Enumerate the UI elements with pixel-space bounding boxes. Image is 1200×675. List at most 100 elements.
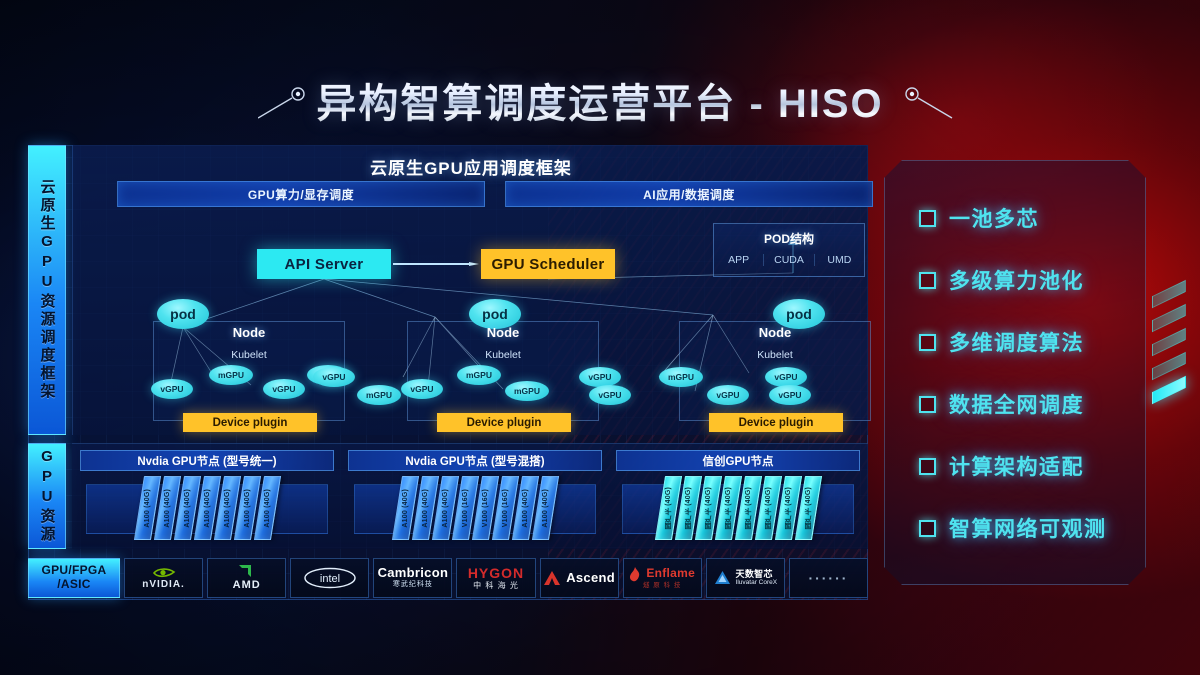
side-label-framework-text: 云原生GPU资源调度框架: [38, 179, 56, 401]
gpu-card-label: V100 (16G): [461, 488, 469, 528]
vendor-enflame[interactable]: Enflame 燧 原 科 技: [622, 558, 702, 598]
vendor-iluvatar[interactable]: 天数智芯 Iluvatar CoreX: [705, 558, 785, 598]
slide-title-bar: 异构智算调度运营平台 - HISO: [0, 70, 1200, 130]
vendor-ascend[interactable]: Ascend: [539, 558, 619, 598]
node-group-2: pod Node Kubelet vGPU mGPU mGPU Device p…: [373, 299, 633, 432]
vgpu-badge-loose-3b[interactable]: vGPU: [769, 385, 811, 405]
pod-badge-3[interactable]: pod: [773, 299, 825, 329]
architecture-panel: 云原生GPU资源调度框架 GPU资源 云原生GPU应用调度框架 GPU算力/显存…: [28, 145, 873, 600]
gpu-group-2-cards: A100 (40G) A100 (40G) A100 (40G) V100 (1…: [348, 476, 602, 542]
mgpu-badge-2-1-label: mGPU: [466, 370, 492, 380]
vendor-intel[interactable]: intel: [290, 558, 370, 598]
gpu-group-1-cards: A100 (40G) A100 (40G) A100 (40G) A100 (4…: [80, 476, 334, 542]
side-label-gpu-resource-text: GPU资源: [38, 448, 56, 544]
feature-list: 一池多芯 多级算力池化 多维调度算法 数据全网调度 计算架构适配 智算网络可观测: [919, 187, 1135, 559]
title-right-marker: [898, 86, 954, 120]
intel-oval-icon: intel: [304, 567, 356, 589]
device-plugin-2[interactable]: Device plugin: [437, 413, 571, 432]
vendor-ascend-label: Ascend: [566, 569, 615, 585]
vendor-strip: GPU/FPGA /ASIC nVIDIA. AMD intel Cambric…: [28, 558, 868, 598]
nvidia-eye-icon: [152, 568, 175, 577]
panel-decoration-stripes: [1152, 279, 1186, 416]
node-box-2: [407, 321, 599, 421]
vgpu-badge-1-2-label: vGPU: [272, 384, 296, 394]
pod-badge-3-label: pod: [786, 306, 812, 322]
vendor-cambricon-sublabel: 寒武纪科技: [392, 581, 433, 589]
vendor-enflame-sublabel: 燧 原 科 技: [643, 581, 682, 589]
vgpu-badge-3-1[interactable]: vGPU: [707, 385, 749, 405]
vgpu-badge-loose-2b[interactable]: vGPU: [579, 367, 621, 387]
mgpu-badge-3-1-label: mGPU: [668, 372, 694, 382]
vgpu-badge-1-2[interactable]: vGPU: [263, 379, 305, 399]
gpu-card-label: A100 (40G): [263, 488, 271, 528]
vendor-amd[interactable]: AMD: [207, 558, 287, 598]
square-bullet-icon: [919, 272, 936, 289]
page-title: 异构智算调度运营平台 - HISO: [316, 71, 883, 129]
capability-bar-gpu-compute[interactable]: GPU算力/显存调度: [117, 181, 485, 207]
pod-structure-col-umd: UMD: [827, 254, 852, 266]
node-title-2: Node: [486, 325, 520, 340]
feature-item-1[interactable]: 一池多芯: [919, 187, 1135, 249]
feature-item-4[interactable]: 数据全网调度: [919, 373, 1135, 435]
gpu-resource-section: Nvdia GPU节点 (型号统一) A100 (40G) A100 (40G)…: [72, 443, 868, 549]
pod-badge-1-label: pod: [170, 306, 196, 322]
mgpu-badge-3-1[interactable]: mGPU: [659, 367, 703, 387]
decoration-stripe: [1152, 303, 1186, 333]
device-plugin-3[interactable]: Device plugin: [709, 413, 843, 432]
vendor-cambricon-label: Cambricon: [377, 565, 449, 581]
gpu-card-label: 国产卡 (40G): [784, 486, 792, 530]
gpu-card-label: 国产卡 (40G): [744, 486, 752, 530]
title-left-marker: [258, 86, 314, 120]
feature-item-5[interactable]: 计算架构适配: [919, 435, 1135, 497]
vendor-cambricon[interactable]: Cambricon 寒武纪科技: [373, 558, 453, 598]
gpu-group-2-header: Nvdia GPU节点 (型号混搭): [348, 450, 602, 471]
feature-item-6-label: 智算网络可观测: [949, 518, 1107, 541]
device-plugin-1[interactable]: Device plugin: [183, 413, 317, 432]
gpu-card-label: 国产卡 (40G): [704, 486, 712, 530]
mgpu-badge-loose-1-label: mGPU: [366, 390, 392, 400]
mgpu-badge-2-2-label: mGPU: [514, 386, 540, 396]
feature-item-3[interactable]: 多维调度算法: [919, 311, 1135, 373]
gpu-scheduler-label: GPU Scheduler: [491, 255, 605, 273]
feature-item-6[interactable]: 智算网络可观测: [919, 497, 1135, 559]
vgpu-badge-1-1[interactable]: vGPU: [151, 379, 193, 399]
gpu-scheduler-box[interactable]: GPU Scheduler: [481, 249, 615, 279]
mgpu-badge-loose-1[interactable]: mGPU: [357, 385, 401, 405]
framework-title: 云原生GPU应用调度框架: [370, 159, 572, 178]
mgpu-badge-2-1[interactable]: mGPU: [457, 365, 501, 385]
api-server-box[interactable]: API Server: [257, 249, 391, 279]
gpu-group-2: Nvdia GPU节点 (型号混搭) A100 (40G) A100 (40G)…: [348, 450, 602, 546]
vgpu-badge-2-1[interactable]: vGPU: [401, 379, 443, 399]
vgpu-badge-loose-2a[interactable]: vGPU: [313, 367, 355, 387]
vgpu-badge-loose-3a[interactable]: vGPU: [589, 385, 631, 405]
gpu-group-1-header: Nvdia GPU节点 (型号统一): [80, 450, 334, 471]
vendor-nvidia-label: nVIDIA.: [142, 578, 185, 590]
mgpu-badge-2-2[interactable]: mGPU: [505, 381, 549, 401]
capability-bar-ai-data[interactable]: AI应用/数据调度: [505, 181, 873, 207]
gpu-card-label: 国产卡 (40G): [764, 486, 772, 530]
gpu-card-label: A100 (40G): [541, 488, 549, 528]
gpu-card-label: A100 (40G): [143, 488, 151, 528]
feature-item-2[interactable]: 多级算力池化: [919, 249, 1135, 311]
vendor-more[interactable]: ······: [788, 558, 868, 598]
kubelet-label-3: Kubelet: [757, 349, 793, 361]
vgpu-badge-1-1-label: vGPU: [160, 384, 184, 394]
pod-badge-1[interactable]: pod: [157, 299, 209, 329]
kubelet-label-1: Kubelet: [231, 349, 267, 361]
api-server-label: API Server: [284, 255, 364, 273]
vendor-hygon[interactable]: HYGON 中 科 海 光: [456, 558, 536, 598]
pod-structure-col-cuda: CUDA: [764, 254, 815, 266]
gpu-card-label: A100 (40G): [223, 488, 231, 528]
mgpu-badge-1-1[interactable]: mGPU: [209, 365, 253, 385]
pod-badge-2[interactable]: pod: [469, 299, 521, 329]
vendor-iluvatar-sublabel: Iluvatar CoreX: [735, 579, 778, 587]
pod-badge-2-label: pod: [482, 306, 508, 322]
vendor-nvidia[interactable]: nVIDIA.: [124, 558, 204, 598]
gpu-group-3-header: 信创GPU节点: [616, 450, 860, 471]
vendor-enflame-label: Enflame: [646, 566, 696, 581]
ascend-a-icon: [544, 571, 561, 585]
decoration-stripe: [1152, 351, 1186, 381]
vgpu-badge-3-2[interactable]: vGPU: [765, 367, 807, 387]
vgpu-badge-2-1-label: vGPU: [410, 384, 434, 394]
